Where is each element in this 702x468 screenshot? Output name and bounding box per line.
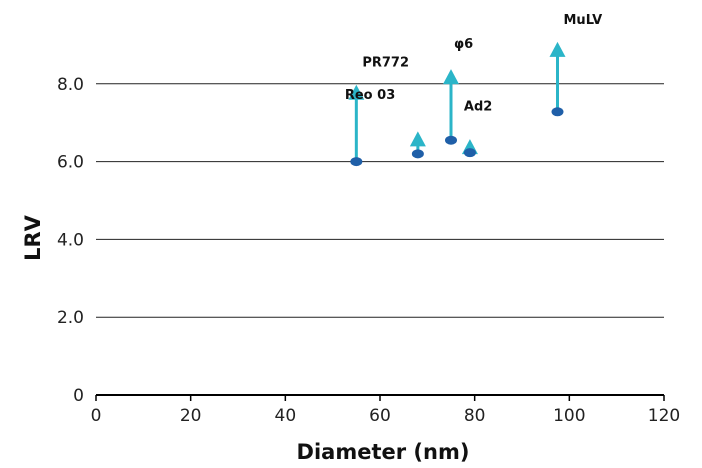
- data-marks: [348, 41, 566, 167]
- x-axis-title: Diameter (nm): [297, 440, 470, 464]
- x-tick-label: 100: [553, 406, 585, 426]
- point-label-0: PR772: [362, 56, 409, 71]
- arrow-head-4: [549, 41, 566, 57]
- gridlines: [96, 83, 664, 318]
- point-label-2: φ6: [454, 37, 473, 52]
- data-point-3: [463, 148, 476, 158]
- y-tick-label: 4.0: [57, 230, 84, 250]
- data-point-4: [551, 107, 564, 117]
- x-ticks: 0 20 40 60 80 100 120: [91, 395, 680, 426]
- point-label-4: MuLV: [564, 13, 603, 28]
- data-point-2: [445, 135, 457, 145]
- arrow-head-0: [348, 84, 365, 100]
- arrow-head-1: [409, 131, 426, 147]
- data-point-1: [411, 149, 424, 159]
- y-ticks: 0 2.0 4.0 6.0 8.0: [57, 75, 84, 406]
- point-label-3: Ad2: [464, 100, 492, 115]
- x-tick-label: 60: [369, 406, 391, 426]
- x-tick-label: 20: [180, 406, 202, 426]
- arrow-head-2: [443, 69, 459, 85]
- x-tick-label: 80: [464, 406, 486, 426]
- y-tick-label: 2.0: [57, 308, 84, 328]
- y-axis-title: LRV: [21, 214, 45, 261]
- point-labels: PR772 Reo 03 φ6 Ad2 MuLV: [345, 13, 602, 115]
- y-tick-label: 6.0: [57, 153, 84, 173]
- x-tick-label: 120: [648, 406, 680, 426]
- point-label-1: Reo 03: [345, 88, 395, 103]
- y-tick-label: 8.0: [57, 75, 84, 95]
- x-tick-label: 40: [275, 406, 297, 426]
- y-tick-label: 0: [73, 386, 84, 406]
- data-point-0: [350, 157, 363, 167]
- x-tick-label: 0: [91, 406, 102, 426]
